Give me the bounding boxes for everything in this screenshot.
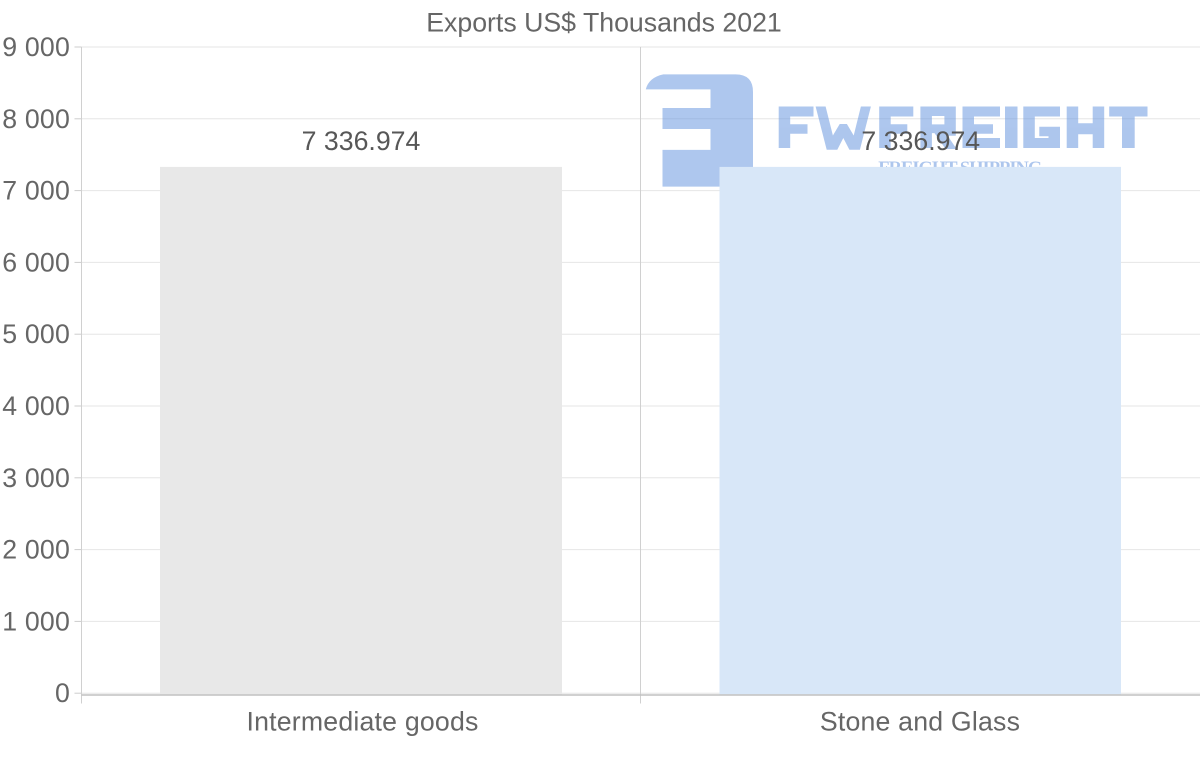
svg-text:1 000: 1 000: [2, 606, 70, 636]
svg-text:Exports US$ Thousands 2021: Exports US$ Thousands 2021: [426, 8, 782, 38]
svg-text:7 336.974: 7 336.974: [861, 126, 980, 156]
svg-text:8 000: 8 000: [2, 104, 70, 134]
svg-text:4 000: 4 000: [2, 391, 70, 421]
svg-text:2 000: 2 000: [2, 535, 70, 565]
svg-text:Intermediate goods: Intermediate goods: [246, 707, 478, 737]
svg-text:6 000: 6 000: [2, 247, 70, 277]
svg-text:7 000: 7 000: [2, 176, 70, 206]
svg-text:7 336.974: 7 336.974: [302, 126, 421, 156]
svg-text:Stone and Glass: Stone and Glass: [820, 707, 1020, 737]
svg-text:5 000: 5 000: [2, 319, 70, 349]
svg-text:0: 0: [55, 678, 70, 708]
svg-text:9 000: 9 000: [2, 32, 70, 62]
svg-text:3 000: 3 000: [2, 463, 70, 493]
